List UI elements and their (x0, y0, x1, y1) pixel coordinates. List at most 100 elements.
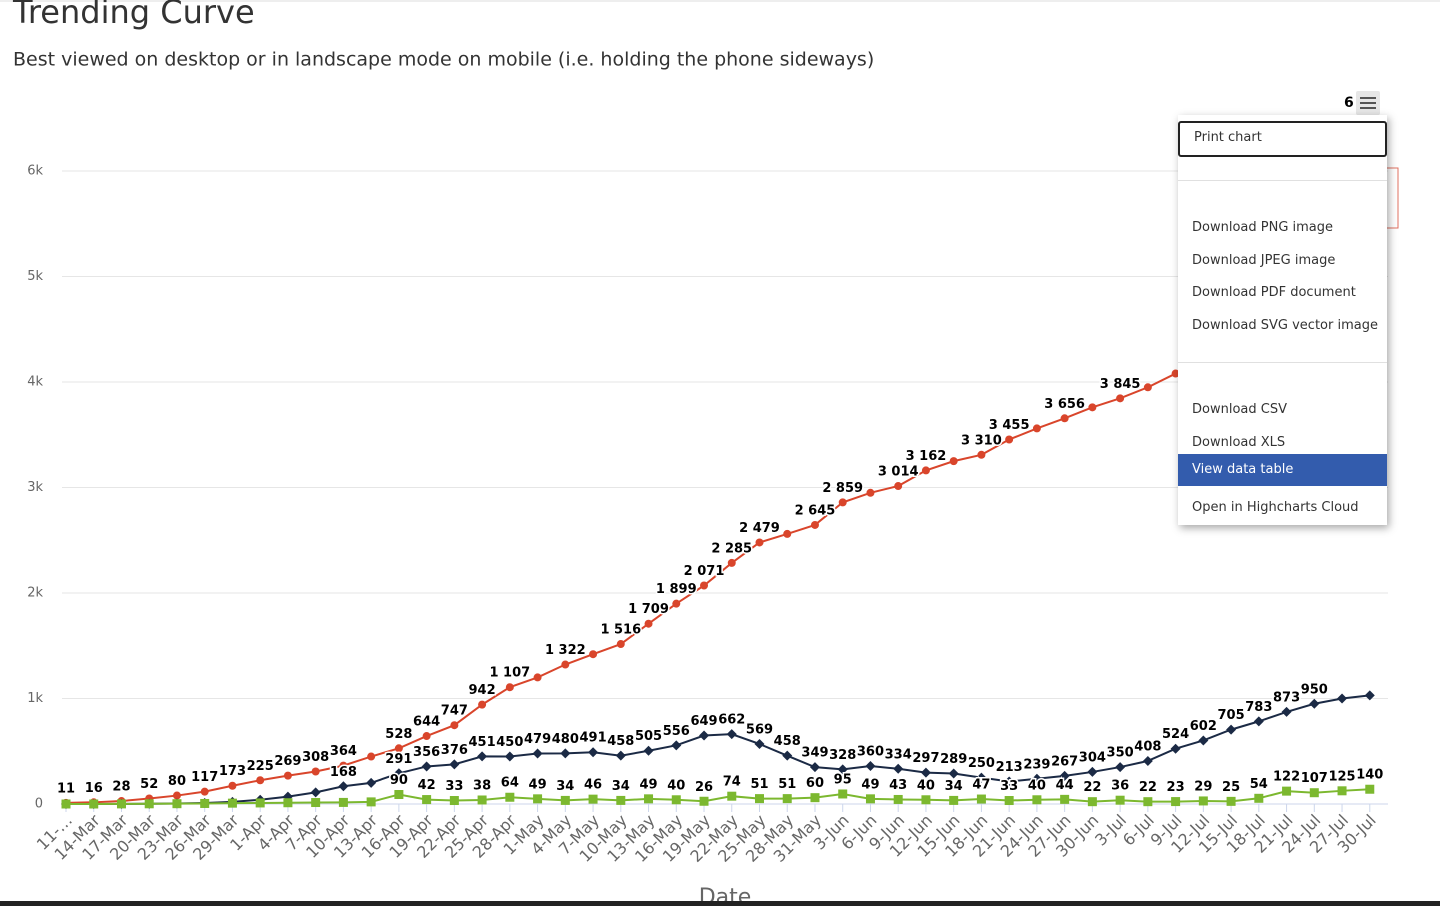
menu-item[interactable]: Open in Highcharts Cloud (1192, 500, 1359, 515)
data-label: 16 (85, 781, 103, 796)
point (865, 761, 876, 772)
point (311, 767, 320, 776)
y-tick-label: 2k (27, 586, 43, 601)
point (1032, 795, 1042, 805)
data-label: 34 (945, 779, 963, 794)
point (61, 799, 71, 809)
data-label: 3 162 (906, 449, 947, 464)
data-label: 1 322 (545, 643, 586, 658)
point (449, 759, 460, 770)
point (1171, 369, 1180, 378)
point (699, 730, 710, 741)
point (532, 748, 543, 759)
point (144, 799, 154, 809)
point (310, 787, 321, 798)
point (976, 794, 986, 804)
data-label: 25 (1222, 780, 1240, 795)
data-label: 34 (612, 779, 630, 794)
menu-item[interactable]: Print chart (1178, 121, 1387, 157)
series-line (66, 694, 1370, 805)
menu-item[interactable]: Download XLS (1192, 435, 1286, 450)
data-label: 213 (996, 760, 1023, 775)
export-menu: Print chart Download PNG image Download JP… (1178, 115, 1387, 525)
point (838, 789, 848, 799)
data-label: 334 (885, 747, 912, 762)
point (450, 721, 459, 730)
point (865, 794, 875, 804)
point (755, 538, 764, 547)
data-label: 289 (940, 752, 967, 767)
point (1364, 690, 1375, 701)
point (949, 795, 959, 805)
data-label: 505 (635, 729, 662, 744)
point (1254, 793, 1264, 803)
data-label: 783 (1245, 700, 1272, 715)
point (1282, 786, 1292, 796)
data-label: 140 (1356, 768, 1383, 783)
point (505, 683, 514, 692)
point (366, 797, 376, 807)
point (727, 558, 736, 567)
point (1115, 795, 1125, 805)
point (838, 498, 847, 507)
point (1060, 414, 1069, 423)
data-label: 64 (501, 776, 519, 791)
menu-item[interactable]: View data table (1178, 454, 1387, 486)
point (311, 798, 321, 808)
data-label: 873 (1273, 690, 1300, 705)
point (422, 795, 432, 805)
point (1115, 762, 1126, 773)
bottom-bar (0, 901, 1440, 906)
point (478, 700, 487, 709)
data-label: 60 (806, 776, 824, 791)
data-label: 43 (889, 778, 907, 793)
data-label: 458 (774, 734, 801, 749)
point (866, 488, 875, 497)
data-label: 662 (718, 713, 745, 728)
point (1198, 735, 1209, 746)
data-label: 3 014 (878, 465, 919, 480)
menu-icon (1355, 91, 1380, 115)
y-tick-label: 1k (27, 691, 43, 706)
data-label: 450 (496, 735, 523, 750)
point (893, 794, 903, 804)
menu-item[interactable]: Download JPEG image (1192, 253, 1336, 268)
data-label: 297 (912, 751, 939, 766)
point (1226, 724, 1237, 735)
menu-item[interactable]: Download SVG vector image (1192, 318, 1378, 333)
menu-item[interactable]: Download PDF document (1192, 285, 1356, 300)
menu-button[interactable]: 6 (1344, 90, 1380, 116)
data-label: 304 (1079, 750, 1106, 765)
point (1087, 797, 1097, 807)
y-tick-label: 0 (35, 797, 43, 812)
point (394, 790, 404, 800)
data-label: 2 479 (739, 521, 780, 536)
data-label: 40 (667, 778, 685, 793)
data-label: 51 (778, 777, 796, 792)
data-label: 950 (1301, 682, 1328, 697)
data-label: 3 455 (989, 418, 1030, 433)
menu-item[interactable]: Download CSV (1192, 402, 1287, 417)
point (589, 650, 598, 659)
data-label: 602 (1190, 719, 1217, 734)
data-label: 11 (57, 781, 75, 796)
data-label: 2 071 (684, 564, 725, 579)
data-label: 360 (857, 745, 884, 760)
data-label: 44 (1056, 778, 1074, 793)
point (1004, 796, 1014, 806)
data-label: 46 (584, 778, 602, 793)
menu-item[interactable]: Download PNG image (1192, 220, 1334, 235)
point (1365, 784, 1375, 794)
point (1060, 794, 1070, 804)
point (367, 752, 376, 761)
data-label: 2 285 (711, 541, 752, 556)
data-label: 376 (441, 743, 468, 758)
point (782, 750, 793, 761)
point (227, 798, 237, 808)
point (477, 795, 487, 805)
data-label: 528 (385, 727, 412, 742)
x-axis-title: Date (699, 885, 752, 906)
point (394, 744, 403, 753)
data-label: 168 (330, 765, 357, 780)
